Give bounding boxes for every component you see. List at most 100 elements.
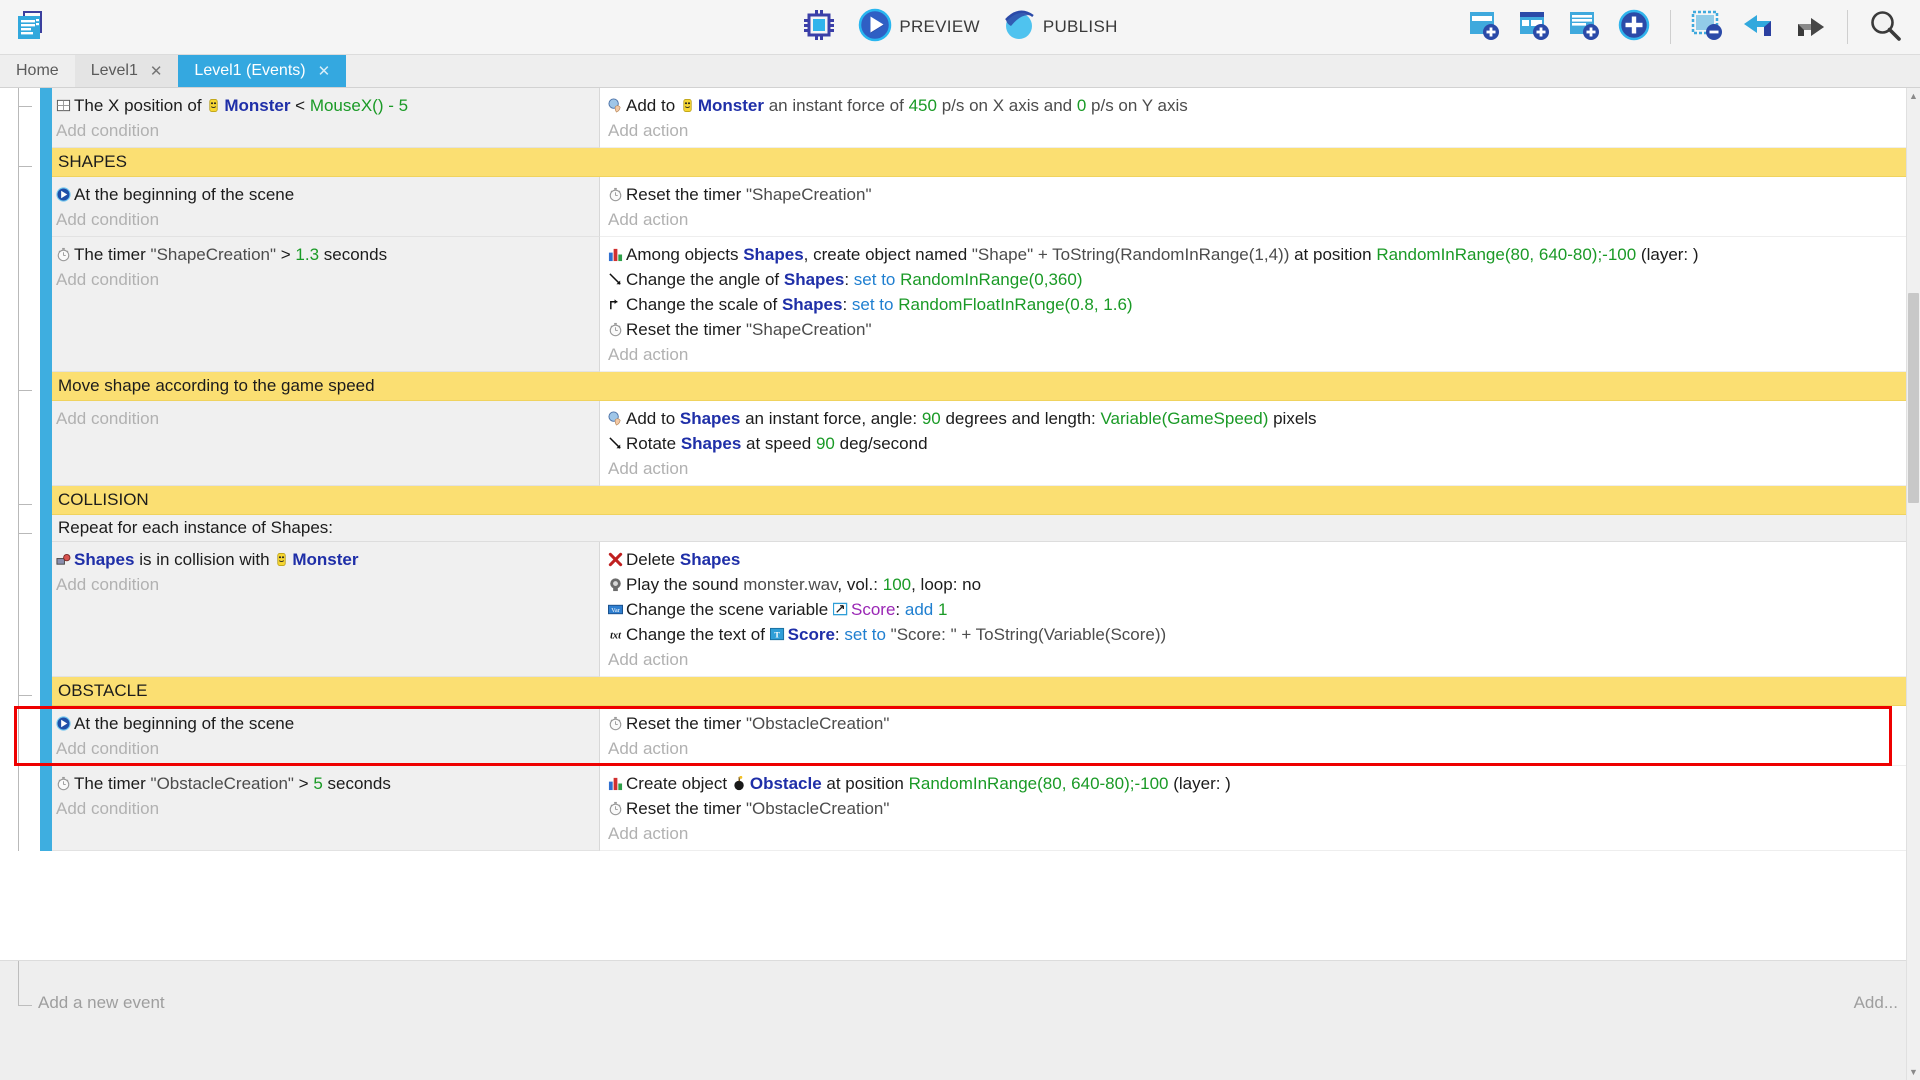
event-selection-bar[interactable]: [40, 766, 52, 851]
tab-level1-events[interactable]: Level1 (Events) ✕: [178, 55, 347, 87]
tab-level1[interactable]: Level1 ✕: [74, 55, 179, 87]
conditions-cell[interactable]: Shapes is in collision with Monster Add c…: [52, 542, 600, 677]
text-fragment: set to: [851, 295, 894, 314]
condition-line[interactable]: Shapes is in collision with Monster: [56, 547, 599, 572]
tab-close-icon[interactable]: ✕: [149, 63, 163, 80]
event-group-row[interactable]: OBSTACLE: [52, 677, 1920, 706]
action-line[interactable]: Play the sound monster.wav, vol.: 100, l…: [608, 572, 1920, 597]
action-line[interactable]: txt Change the text of T Score: set to "Sc…: [608, 622, 1920, 647]
tree-line-vertical: [18, 961, 19, 1005]
add-action-placeholder[interactable]: Add action: [608, 345, 689, 364]
add-condition-placeholder[interactable]: Add condition: [56, 121, 160, 140]
action-line[interactable]: Reset the timer "ShapeCreation": [608, 317, 1920, 342]
text-fragment: Play the sound: [626, 575, 744, 594]
event-selection-bar[interactable]: [40, 148, 52, 177]
action-line[interactable]: Add to Monster an instant force of 450 p…: [608, 93, 1920, 118]
tab-home[interactable]: Home: [0, 55, 75, 87]
event-group-row[interactable]: Move shape according to the game speed: [52, 372, 1920, 401]
action-line[interactable]: Reset the timer "ShapeCreation": [608, 182, 1920, 207]
search-button[interactable]: [1864, 6, 1906, 49]
conditions-cell[interactable]: The X position of Monster < MouseX() - 5…: [52, 88, 600, 148]
remove-selection-button[interactable]: [1687, 7, 1727, 48]
add-more-button[interactable]: Add...: [1853, 993, 1898, 1012]
actions-cell[interactable]: Delete Shapes Play the sound monster.wav,…: [600, 542, 1920, 677]
debugger-button[interactable]: [798, 6, 840, 49]
condition-line[interactable]: The timer "ShapeCreation" > 1.3 seconds: [56, 242, 599, 267]
condition-line[interactable]: At the beginning of the scene: [56, 711, 599, 736]
actions-cell[interactable]: Create object Obstacle at position Rando…: [600, 766, 1920, 851]
event-selection-bar[interactable]: [40, 237, 52, 372]
scroll-up-arrow[interactable]: ▲: [1909, 91, 1918, 101]
event-selection-bar[interactable]: [40, 542, 52, 677]
text-fragment: MouseX() - 5: [309, 96, 409, 115]
conditions-cell[interactable]: At the beginning of the scene Add conditi…: [52, 177, 600, 237]
conditions-cell[interactable]: At the beginning of the scene Add conditi…: [52, 706, 600, 766]
conditions-cell[interactable]: The timer "ShapeCreation" > 1.3 seconds A…: [52, 237, 600, 372]
add-new-event-button[interactable]: Add a new event: [38, 993, 165, 1012]
event-group-row[interactable]: SHAPES: [52, 148, 1920, 177]
add-condition-placeholder[interactable]: Add condition: [56, 409, 160, 428]
publish-button[interactable]: PUBLISH: [998, 6, 1122, 49]
scrollbar-thumb[interactable]: [1908, 293, 1919, 503]
event-selection-bar[interactable]: [40, 677, 52, 706]
vertical-scrollbar[interactable]: ▲ ▼: [1906, 88, 1920, 1080]
action-line[interactable]: Delete Shapes: [608, 547, 1920, 572]
event-selection-bar[interactable]: [40, 177, 52, 237]
event-gutter: [0, 237, 40, 372]
actions-cell[interactable]: Reset the timer "ShapeCreation" Add actio…: [600, 177, 1920, 237]
add-condition-placeholder[interactable]: Add condition: [56, 799, 160, 818]
svg-text:Var: Var: [611, 608, 619, 614]
event-selection-bar[interactable]: [40, 706, 52, 766]
conditions-cell[interactable]: Add condition: [52, 401, 600, 486]
event-group-row[interactable]: COLLISION: [52, 486, 1920, 515]
actions-cell[interactable]: Among objects Shapes, create object name…: [600, 237, 1920, 372]
action-line[interactable]: Add to Shapes an instant force, angle: 9…: [608, 406, 1920, 431]
scroll-down-arrow[interactable]: ▼: [1909, 1067, 1918, 1077]
add-condition-placeholder[interactable]: Add condition: [56, 739, 160, 758]
conditions-cell[interactable]: The timer "ObstacleCreation" > 5 seconds…: [52, 766, 600, 851]
action-line[interactable]: Var Change the scene variable Score: add …: [608, 597, 1920, 622]
redo-button[interactable]: [1789, 7, 1831, 48]
event-selection-bar[interactable]: [40, 486, 52, 515]
tree-line-horizontal: [18, 695, 32, 696]
condition-line[interactable]: At the beginning of the scene: [56, 182, 599, 207]
event-selection-bar[interactable]: [40, 372, 52, 401]
event-selection-bar[interactable]: [40, 401, 52, 486]
action-line[interactable]: Create object Obstacle at position Rando…: [608, 771, 1920, 796]
add-external-layout-button[interactable]: [1514, 7, 1554, 48]
condition-line[interactable]: The timer "ObstacleCreation" > 5 seconds: [56, 771, 599, 796]
add-action-placeholder[interactable]: Add action: [608, 121, 689, 140]
add-object-button[interactable]: [1614, 7, 1654, 48]
add-condition-placeholder[interactable]: Add condition: [56, 270, 160, 289]
tree-line-horizontal: [18, 504, 32, 505]
actions-cell[interactable]: Reset the timer "ObstacleCreation" Add ac…: [600, 706, 1920, 766]
undo-button[interactable]: [1737, 7, 1779, 48]
actions-cell[interactable]: Add to Monster an instant force of 450 p…: [600, 88, 1920, 148]
add-condition-placeholder[interactable]: Add condition: [56, 575, 160, 594]
add-action-placeholder[interactable]: Add action: [608, 210, 689, 229]
action-line[interactable]: Reset the timer "ObstacleCreation": [608, 711, 1920, 736]
tab-close-icon[interactable]: ✕: [317, 63, 331, 80]
add-action-placeholder[interactable]: Add action: [608, 824, 689, 843]
preview-button[interactable]: PREVIEW: [854, 6, 984, 49]
action-line[interactable]: Change the scale of Shapes: set to Rando…: [608, 292, 1920, 317]
repeat-for-each-row[interactable]: Repeat for each instance of Shapes:: [52, 515, 1920, 542]
text-fragment: at position: [1289, 245, 1377, 264]
add-action-placeholder[interactable]: Add action: [608, 650, 689, 669]
tree-line-horizontal: [18, 390, 32, 391]
event-selection-bar[interactable]: [40, 88, 52, 148]
condition-line[interactable]: The X position of Monster < MouseX() - 5: [56, 93, 599, 118]
add-action-placeholder[interactable]: Add action: [608, 739, 689, 758]
add-external-events-button[interactable]: [1564, 7, 1604, 48]
add-action-placeholder[interactable]: Add action: [608, 459, 689, 478]
action-line[interactable]: Change the angle of Shapes: set to Rando…: [608, 267, 1920, 292]
action-line[interactable]: Reset the timer "ObstacleCreation": [608, 796, 1920, 821]
action-line[interactable]: Rotate Shapes at speed 90 deg/second: [608, 431, 1920, 456]
app-logo-button[interactable]: [8, 5, 52, 50]
add-condition-placeholder[interactable]: Add condition: [56, 210, 160, 229]
actions-cell[interactable]: Add to Shapes an instant force, angle: 9…: [600, 401, 1920, 486]
text-fragment: 90: [815, 434, 835, 453]
add-scene-button[interactable]: [1464, 7, 1504, 48]
action-line[interactable]: Among objects Shapes, create object name…: [608, 242, 1920, 267]
event-selection-bar[interactable]: [40, 515, 52, 542]
